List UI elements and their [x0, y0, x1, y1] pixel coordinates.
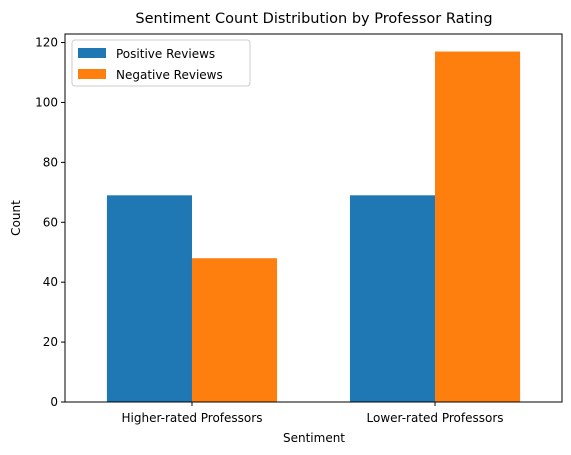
legend-label: Positive Reviews	[116, 47, 215, 61]
x-tick-label: Lower-rated Professors	[367, 411, 504, 425]
legend-box	[71, 39, 251, 87]
y-tick-label: 120	[35, 36, 58, 50]
y-axis-ticks: 0 20 40 60 80 100 120	[35, 36, 65, 409]
chart-title: Sentiment Count Distribution by Professo…	[135, 11, 492, 27]
legend: Positive Reviews Negative Reviews	[71, 39, 251, 87]
x-tick-label: Higher-rated Professors	[122, 411, 263, 425]
bar-negative-reviews-0	[191, 258, 278, 402]
y-tick-label: 20	[43, 335, 58, 349]
legend-label: Negative Reviews	[116, 68, 223, 82]
legend-swatch	[78, 69, 106, 79]
y-tick-label: 60	[43, 215, 58, 229]
bars-group	[106, 51, 521, 403]
y-tick-label: 80	[43, 155, 58, 169]
bar-negative-reviews-1	[435, 51, 521, 403]
x-axis-label: Sentiment	[283, 431, 345, 445]
y-tick-label: 0	[50, 395, 58, 409]
bar-positive-reviews-0	[106, 195, 192, 402]
bar-positive-reviews-1	[349, 195, 436, 402]
y-tick-label: 40	[43, 275, 58, 289]
plot-frame	[64, 33, 563, 403]
legend-swatch	[78, 48, 106, 58]
y-tick-label: 100	[35, 95, 58, 109]
x-axis-ticks: Higher-rated Professors Lower-rated Profe…	[122, 402, 504, 425]
y-axis-label: Count	[9, 200, 23, 236]
